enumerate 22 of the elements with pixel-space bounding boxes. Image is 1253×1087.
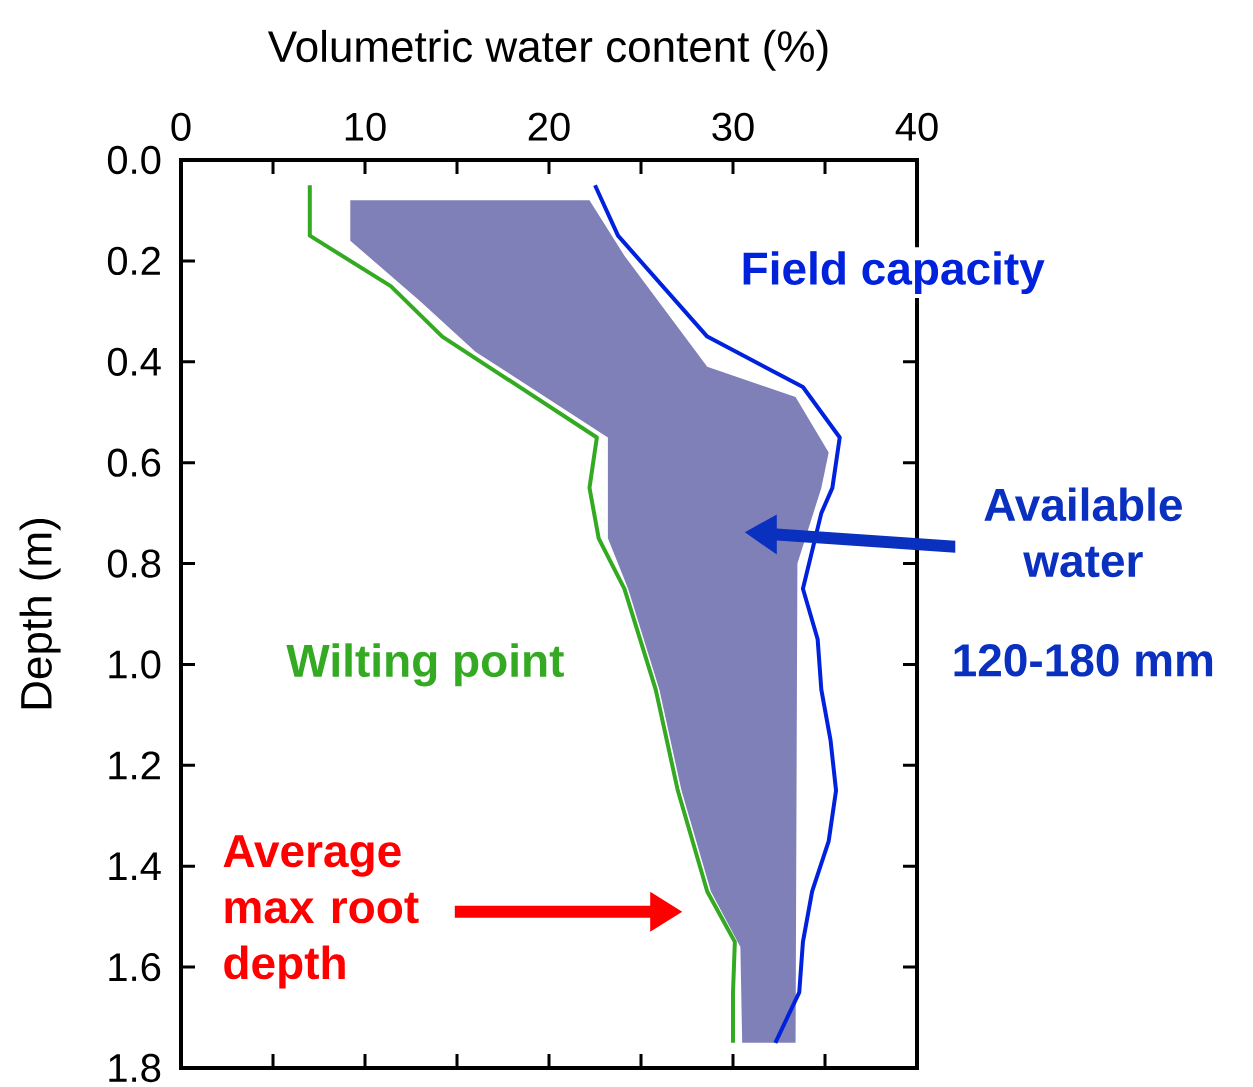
y-axis-title: Depth (m) <box>19 519 61 709</box>
y-tick-label: 1.2 <box>109 751 160 780</box>
x-tick-label: 20 <box>528 112 570 141</box>
annotation: Average max root depth <box>223 835 419 989</box>
y-tick-label: 1.6 <box>109 952 161 982</box>
series-label: Wilting point <box>286 643 564 687</box>
y-tick-label: 1.4 <box>109 852 161 880</box>
text: Available water <box>984 487 1182 578</box>
x-tick-label: 40 <box>895 112 938 141</box>
y-tick-label: 0.8 <box>107 549 161 578</box>
x-tick-label: 0 <box>171 112 191 141</box>
y-tick-label: 1.0 <box>109 650 161 679</box>
y-tick-label: 0.6 <box>107 448 161 477</box>
y-tick-label: 0.0 <box>107 145 161 175</box>
y-tick-label: 1.8 <box>109 1053 161 1083</box>
y-tick-label: 0.4 <box>107 347 161 376</box>
x-tick-label: 30 <box>712 112 754 141</box>
x-tick-label: 10 <box>345 112 386 141</box>
x-axis-title: Volumetric water content (%) <box>267 29 828 71</box>
text: 120-180 mm <box>954 644 1213 677</box>
series-label: Field capacity <box>743 251 1045 295</box>
y-tick-label: 0.2 <box>107 246 160 276</box>
